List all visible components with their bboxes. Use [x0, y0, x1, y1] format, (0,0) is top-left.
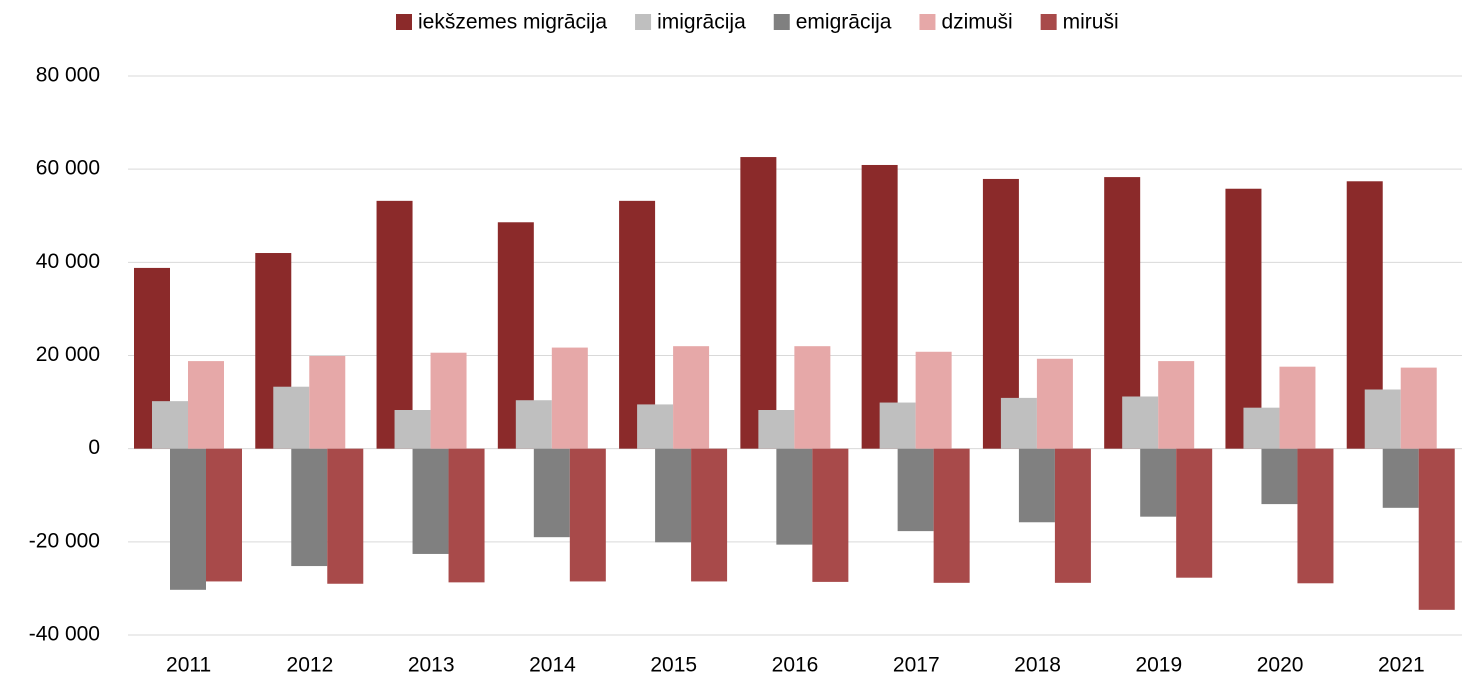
- y-tick-label: 20 000: [36, 343, 100, 366]
- bar: [1018, 448, 1055, 523]
- bar: [412, 448, 449, 554]
- legend-label: dzimuši: [941, 11, 1012, 34]
- x-tick-label: 2014: [529, 654, 576, 677]
- bar: [188, 361, 224, 449]
- bar: [897, 448, 934, 532]
- legend-label: emigrācija: [796, 11, 892, 34]
- legend-swatch: [919, 14, 936, 30]
- bar: [448, 448, 485, 583]
- bar: [637, 404, 674, 449]
- y-tick-label: -40 000: [29, 623, 100, 646]
- y-tick-label: 60 000: [36, 157, 100, 180]
- bar: [1054, 448, 1091, 583]
- bar: [1036, 358, 1073, 449]
- y-tick-label: 40 000: [36, 250, 100, 273]
- bar: [776, 448, 813, 545]
- bar: [152, 401, 188, 449]
- y-tick-label: 80 000: [36, 64, 100, 87]
- bar: [1158, 361, 1195, 449]
- bar: [812, 448, 849, 582]
- x-tick-label: 2016: [772, 654, 819, 677]
- bar: [394, 410, 431, 449]
- x-tick-label: 2021: [1378, 654, 1425, 677]
- y-tick-label: 0: [88, 436, 100, 459]
- bar: [430, 352, 467, 449]
- bar: [758, 410, 795, 449]
- bar: [551, 347, 588, 449]
- x-tick-label: 2019: [1135, 654, 1182, 677]
- legend-swatch: [1040, 14, 1057, 30]
- bar: [1225, 188, 1262, 449]
- bar: [1000, 397, 1037, 449]
- bar: [1261, 448, 1298, 505]
- y-tick-label: -20 000: [29, 529, 100, 552]
- bar: [309, 355, 346, 449]
- bar: [1279, 366, 1316, 449]
- bar: [515, 400, 552, 449]
- bar: [327, 448, 364, 584]
- legend-swatch: [396, 14, 412, 30]
- bar: [933, 448, 970, 583]
- bar: [1176, 448, 1213, 578]
- x-tick-label: 2015: [650, 654, 697, 677]
- bar: [533, 448, 570, 538]
- x-tick-label: 2020: [1257, 654, 1304, 677]
- bar: [1418, 448, 1455, 610]
- bar: [1243, 407, 1280, 449]
- bar: [915, 351, 952, 449]
- x-tick-label: 2013: [408, 654, 455, 677]
- bar: [691, 448, 728, 582]
- bar: [879, 402, 916, 449]
- bar: [673, 346, 710, 449]
- bar: [655, 448, 692, 543]
- x-tick-label: 2017: [893, 654, 940, 677]
- x-tick-label: 2011: [166, 654, 211, 677]
- bar: [861, 164, 898, 449]
- bar: [1122, 396, 1159, 449]
- bar: [794, 346, 831, 449]
- bar: [1364, 389, 1401, 449]
- bar: [376, 200, 413, 449]
- bar: [740, 157, 777, 449]
- legend-swatch: [773, 14, 790, 30]
- bar: [170, 448, 206, 590]
- bar: [569, 448, 606, 582]
- x-tick-label: 2018: [1014, 654, 1061, 677]
- legend-label: iekšzemes migrācija: [418, 11, 607, 34]
- bar: [1382, 448, 1419, 508]
- bar: [1140, 448, 1177, 517]
- bar: [291, 448, 328, 567]
- bar: [273, 386, 310, 449]
- x-tick-label: 2012: [287, 654, 334, 677]
- bar: [206, 448, 242, 582]
- bar: [1297, 448, 1334, 584]
- legend-label: imigrācija: [657, 11, 746, 34]
- legend-swatch: [635, 14, 652, 30]
- bar: [1400, 367, 1437, 449]
- legend-label: miruši: [1063, 11, 1119, 34]
